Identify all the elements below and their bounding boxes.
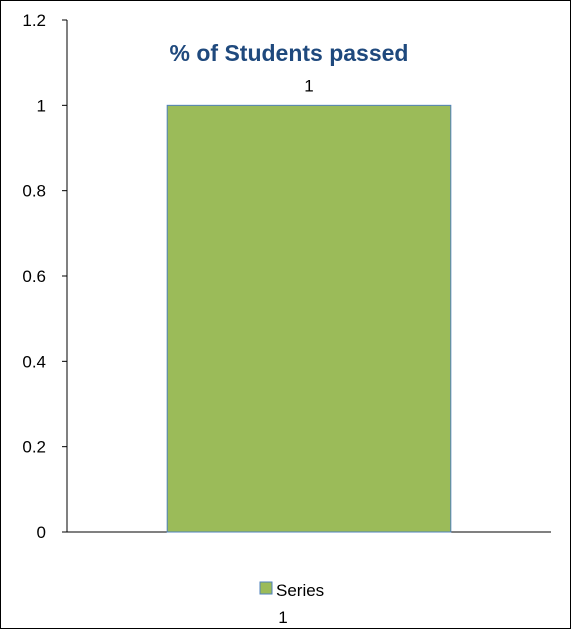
y-tick-label: 0.8 bbox=[22, 182, 46, 201]
bar-series-1 bbox=[166, 104, 452, 533]
chart-title: % of Students passed bbox=[170, 40, 409, 66]
legend-label-line2: 1 bbox=[278, 608, 287, 627]
y-tick-label: 1.2 bbox=[22, 11, 46, 30]
y-tick-label: 0.4 bbox=[22, 352, 46, 371]
y-tick-label: 1 bbox=[37, 96, 46, 115]
y-tick-label: 0 bbox=[37, 523, 46, 542]
y-tick-label: 0.6 bbox=[22, 267, 46, 286]
y-axis-ticks: 0 0.2 0.4 0.6 0.8 1 1.2 bbox=[22, 11, 67, 542]
legend-swatch-series-1 bbox=[259, 581, 273, 595]
bars: 1 bbox=[166, 76, 452, 533]
legend: Series 1 bbox=[259, 581, 324, 627]
y-tick-label: 0.2 bbox=[22, 438, 46, 457]
bar-data-label: 1 bbox=[304, 76, 313, 95]
legend-label-line1: Series bbox=[276, 581, 324, 600]
